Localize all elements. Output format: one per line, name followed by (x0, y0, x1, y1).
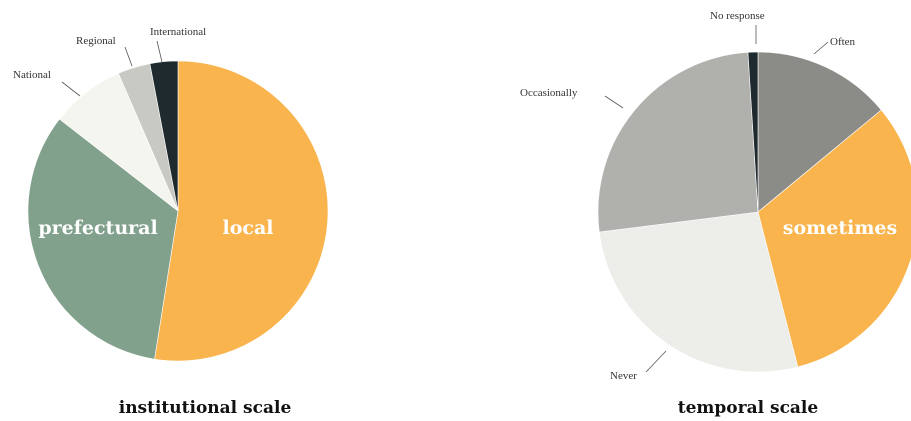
slice-label-no-response: No response (710, 10, 765, 22)
pie-slice-sometimes (757, 109, 911, 368)
slice-label-prefectural: prefectural (38, 217, 157, 239)
slice-label-national: National (13, 69, 51, 81)
pie-slice-occasionally (597, 52, 759, 233)
institutional-scale-chart: local prefectural National Regional Internat… (0, 0, 440, 421)
pie-slice-often (757, 51, 882, 213)
temporal-chart-title: temporal scale (677, 398, 819, 418)
leader-line-national (61, 81, 81, 97)
temporal-scale-chart: Often sometimes Never Occasionally No respon… (440, 0, 911, 421)
leader-line-regional (124, 46, 133, 67)
pie-slice-prefectural (27, 118, 179, 360)
slice-label-never: Never (610, 370, 637, 382)
pie-slice-no-response (747, 51, 759, 213)
pie-slice-never (598, 211, 799, 373)
leader-line-international (156, 40, 163, 63)
slice-label-occasionally: Occasionally (520, 87, 578, 99)
slice-label-often: Often (830, 36, 856, 48)
institutional-chart-title: institutional scale (118, 398, 292, 418)
slice-label-sometimes: sometimes (783, 217, 897, 239)
pie-slice-local (154, 60, 329, 362)
slice-label-international: International (150, 26, 206, 38)
temporal-pie-svg: Often sometimes Never Occasionally No respon… (520, 10, 911, 382)
leader-line-occasionally (604, 95, 624, 109)
slice-label-local: local (223, 217, 274, 239)
leader-line-never (645, 350, 667, 373)
institutional-pie-svg: local prefectural National Regional Internat… (13, 26, 329, 362)
leader-line-often (813, 41, 829, 55)
pie-slice-international (149, 60, 179, 212)
slice-label-regional: Regional (76, 35, 116, 47)
